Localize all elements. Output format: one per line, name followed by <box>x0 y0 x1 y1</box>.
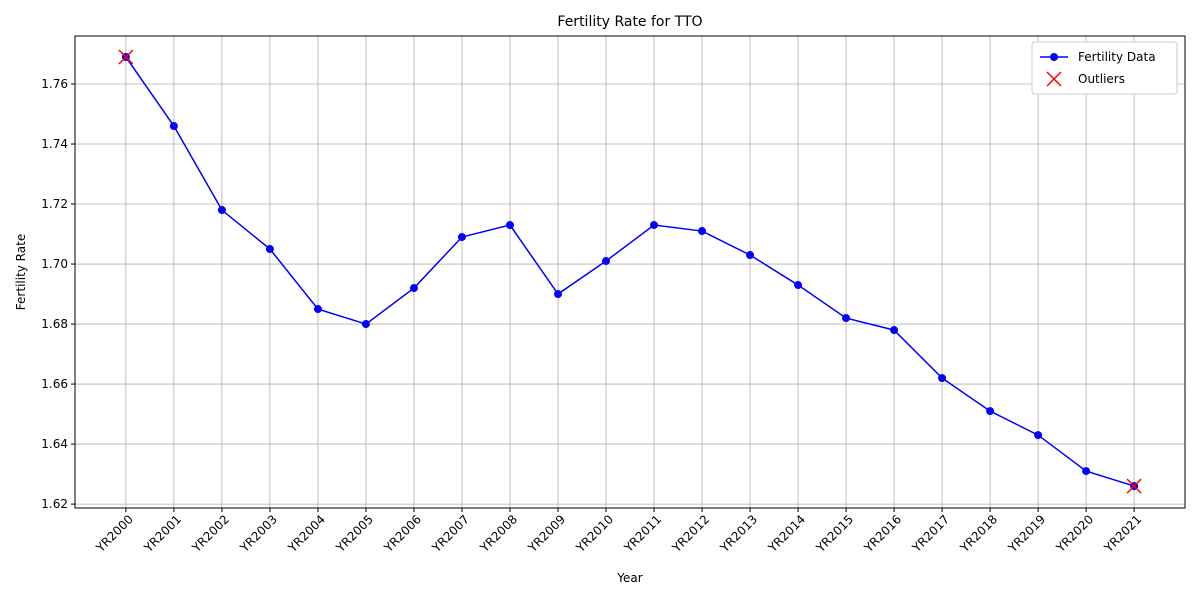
y-tick-label: 1.62 <box>41 497 68 511</box>
data-line <box>125 56 1135 487</box>
data-point <box>890 326 899 335</box>
data-point <box>265 245 274 254</box>
data-point <box>553 290 562 299</box>
chart-title: Fertility Rate for TTO <box>557 14 702 30</box>
data-point <box>361 320 370 329</box>
data-point <box>938 374 947 383</box>
data-point <box>409 284 418 293</box>
data-point <box>601 257 610 266</box>
legend-box <box>1031 41 1178 95</box>
data-point <box>313 305 322 314</box>
y-tick-label: 1.66 <box>41 377 68 391</box>
legend-marker <box>1046 71 1062 87</box>
x-axis-label: Year <box>616 571 642 585</box>
y-axis-label: Fertility Rate <box>14 234 28 310</box>
data-point <box>842 314 851 323</box>
data-point <box>457 233 466 242</box>
data-point <box>794 281 803 290</box>
y-tick-label: 1.72 <box>41 197 68 211</box>
legend-marker <box>1050 53 1058 61</box>
legend-label: Outliers <box>1078 72 1125 86</box>
outlier-marker <box>118 49 134 65</box>
data-point <box>698 227 707 236</box>
data-point <box>217 206 226 215</box>
data-point <box>746 251 755 260</box>
y-tick-label: 1.74 <box>41 137 68 151</box>
y-tick-label: 1.76 <box>41 77 68 91</box>
data-point <box>1082 467 1091 476</box>
data-point <box>505 221 514 230</box>
y-tick-label: 1.70 <box>41 257 68 271</box>
y-tick-label: 1.64 <box>41 437 68 451</box>
data-point <box>169 122 178 131</box>
y-tick-label: 1.68 <box>41 317 68 331</box>
legend-label: Fertility Data <box>1078 50 1156 64</box>
data-point <box>650 221 659 230</box>
plot-frame <box>74 35 1186 509</box>
outlier-marker <box>1126 478 1142 494</box>
data-point <box>1034 431 1043 440</box>
legend: Fertility Data Outliers <box>1031 41 1178 95</box>
data-point <box>986 407 995 416</box>
